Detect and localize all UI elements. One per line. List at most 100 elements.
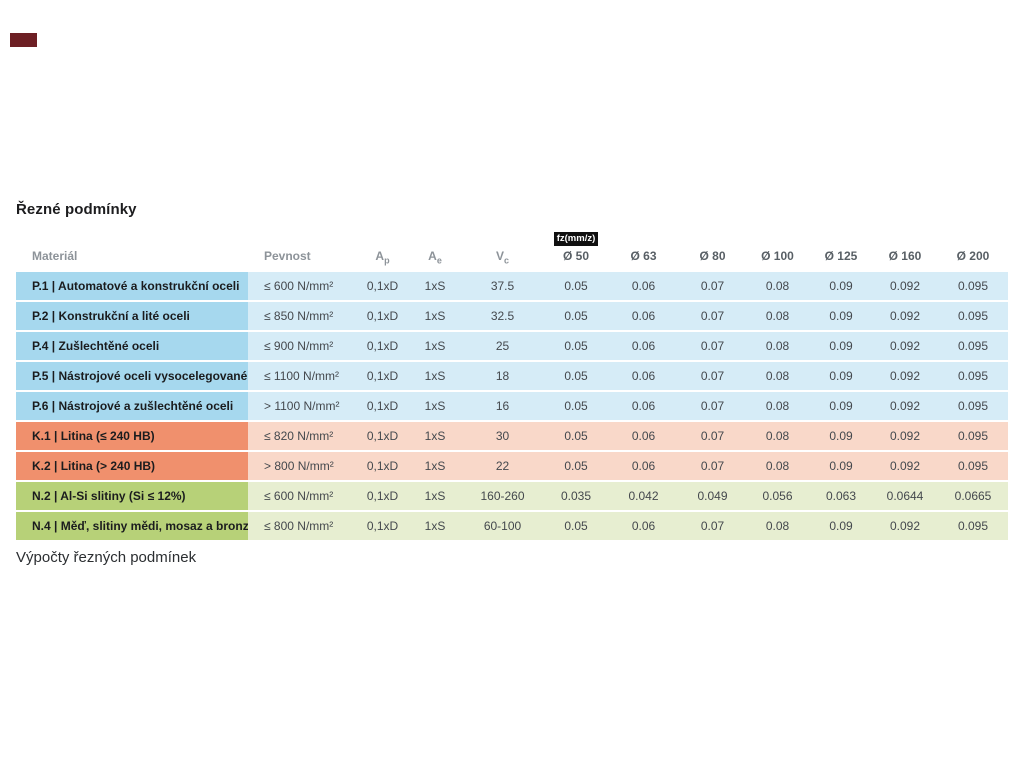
material-cell: P.2 | Konstrukční a lité oceli: [16, 301, 248, 330]
value-cell: 18: [460, 361, 545, 390]
value-cell: 1xS: [410, 481, 460, 510]
value-cell: 1xS: [410, 421, 460, 450]
value-cell: 0.08: [745, 421, 810, 450]
table-row: N.2 | Al-Si slitiny (Si ≤ 12%) ≤ 600 N/mm…: [16, 481, 1008, 510]
value-cell: 0.07: [680, 301, 745, 330]
value-cell: 0.06: [607, 451, 680, 480]
value-cell: 1xS: [410, 391, 460, 420]
material-cell: P.4 | Zušlechtěné oceli: [16, 331, 248, 360]
value-cell: 1xS: [410, 331, 460, 360]
value-cell: 0.07: [680, 391, 745, 420]
col-header-subscript: p: [384, 254, 390, 265]
value-cell: 0.095: [938, 301, 1008, 330]
value-cell: 0.09: [810, 451, 872, 480]
value-cell: 0.05: [545, 271, 607, 300]
value-cell: 0.08: [745, 391, 810, 420]
material-cell: K.1 | Litina (≤ 240 HB): [16, 421, 248, 450]
value-cell: 0,1xD: [355, 481, 410, 510]
col-header-label: Ø 200: [956, 248, 990, 263]
value-cell: 0.05: [545, 391, 607, 420]
value-cell: 0.092: [872, 451, 938, 480]
value-cell: 0.08: [745, 331, 810, 360]
section-footer: Výpočty řezných podmínek: [16, 549, 197, 566]
col-header-subscript: c: [504, 254, 510, 265]
page-title: Řezné podmínky: [16, 201, 137, 218]
table-row: P.2 | Konstrukční a lité oceli ≤ 850 N/mm…: [16, 301, 1008, 330]
col-header-d160: Ø 160: [872, 230, 938, 270]
value-cell: 30: [460, 421, 545, 450]
fz-unit-badge: fz(mm/z): [553, 232, 599, 246]
value-cell: 22: [460, 451, 545, 480]
material-cell: K.2 | Litina (> 240 HB): [16, 451, 248, 480]
value-cell: 0.092: [872, 301, 938, 330]
value-cell: 0.09: [810, 421, 872, 450]
col-header-label: Ø 160: [888, 248, 922, 263]
value-cell: 0.049: [680, 481, 745, 510]
col-header-d50: fz(mm/z) Ø 50: [545, 230, 607, 270]
value-cell: 0.05: [545, 451, 607, 480]
value-cell: 0.042: [607, 481, 680, 510]
value-cell: 0,1xD: [355, 361, 410, 390]
value-cell: 0.05: [545, 421, 607, 450]
value-cell: 0.08: [745, 301, 810, 330]
value-cell: 0.095: [938, 361, 1008, 390]
value-cell: 0.095: [938, 391, 1008, 420]
col-header-d100: Ø 100: [745, 230, 810, 270]
value-cell: 0.095: [938, 421, 1008, 450]
value-cell: 0.092: [872, 271, 938, 300]
material-cell: P.6 | Nástrojové a zušlechtěné oceli: [16, 391, 248, 420]
value-cell: 0.06: [607, 421, 680, 450]
value-cell: 0.07: [680, 451, 745, 480]
col-header-label: A: [375, 248, 385, 263]
col-header-ae: Ae: [410, 230, 460, 270]
value-cell: 0,1xD: [355, 421, 410, 450]
value-cell: 0.08: [745, 451, 810, 480]
value-cell: 0.07: [680, 361, 745, 390]
value-cell: 0.06: [607, 361, 680, 390]
value-cell: 0.092: [872, 511, 938, 540]
table-header-row: Materiál Pevnost Ap Ae Vc fz(mm/z) Ø 50 Ø 63 Ø 8…: [16, 230, 1008, 270]
col-header-ap: Ap: [355, 230, 410, 270]
value-cell: 0.095: [938, 271, 1008, 300]
value-cell: 0.092: [872, 331, 938, 360]
value-cell: 0.035: [545, 481, 607, 510]
value-cell: 0.09: [810, 271, 872, 300]
value-cell: 0.09: [810, 331, 872, 360]
table-row: P.5 | Nástrojové oceli vysocelegované ≤ 1…: [16, 361, 1008, 390]
col-header-label: A: [428, 248, 437, 263]
value-cell: 0.07: [680, 331, 745, 360]
material-cell: N.2 | Al-Si slitiny (Si ≤ 12%): [16, 481, 248, 510]
value-cell: 0.056: [745, 481, 810, 510]
value-cell: 0.08: [745, 271, 810, 300]
col-header-d125: Ø 125: [810, 230, 872, 270]
col-header-label: Pevnost: [264, 248, 311, 263]
col-header-subscript: e: [436, 254, 442, 265]
value-cell: 0.09: [810, 511, 872, 540]
material-cell: P.5 | Nástrojové oceli vysocelegované: [16, 361, 248, 390]
value-cell: 0,1xD: [355, 271, 410, 300]
value-cell: 1xS: [410, 511, 460, 540]
value-cell: 0.063: [810, 481, 872, 510]
value-cell: 0.095: [938, 451, 1008, 480]
table-row: K.2 | Litina (> 240 HB) > 800 N/mm² 0,1xD 1…: [16, 451, 1008, 480]
value-cell: 1xS: [410, 301, 460, 330]
col-header-label: Ø 100: [761, 248, 794, 263]
value-cell: 160-260: [460, 481, 545, 510]
col-header-d80: Ø 80: [680, 230, 745, 270]
value-cell: 0,1xD: [355, 391, 410, 420]
col-header-label: Ø 63: [630, 248, 657, 263]
col-header-d63: Ø 63: [607, 230, 680, 270]
cutting-conditions-table: Materiál Pevnost Ap Ae Vc fz(mm/z) Ø 50 Ø 63 Ø 8…: [16, 228, 1008, 542]
value-cell: 0.06: [607, 271, 680, 300]
value-cell: 0.08: [745, 511, 810, 540]
value-cell: 0.07: [680, 271, 745, 300]
pevnost-cell: ≤ 800 N/mm²: [248, 511, 355, 540]
col-header-pevnost: Pevnost: [248, 230, 355, 270]
value-cell: 25: [460, 331, 545, 360]
value-cell: 0.08: [745, 361, 810, 390]
value-cell: 0.05: [545, 511, 607, 540]
value-cell: 0.0665: [938, 481, 1008, 510]
value-cell: 0.092: [872, 421, 938, 450]
value-cell: 0.0644: [872, 481, 938, 510]
